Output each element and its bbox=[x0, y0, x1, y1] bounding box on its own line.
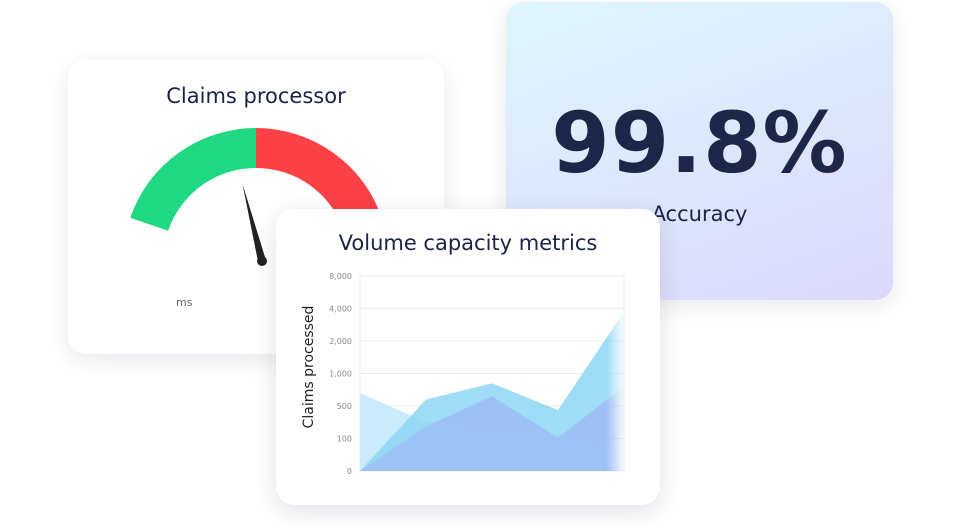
y-tick-label: 4,000 bbox=[329, 305, 352, 314]
gauge-good-segment bbox=[130, 128, 256, 231]
y-tick-label: 0 bbox=[347, 467, 352, 476]
accuracy-label: Accuracy bbox=[651, 202, 748, 226]
gauge-title: Claims processor bbox=[166, 84, 346, 108]
claims-processor-card: Claims processor ms bbox=[68, 60, 444, 354]
area-chart: 0 100 500 1,000 2,000 4,000 8,000 Claims proce… bbox=[301, 272, 625, 476]
y-tick-label: 2,000 bbox=[329, 337, 352, 346]
gauge-bad-segment bbox=[256, 128, 382, 231]
gauge-unit-label: ms bbox=[176, 296, 193, 309]
chart-title: Volume capacity metrics bbox=[338, 231, 598, 255]
gauge-needle bbox=[242, 183, 267, 266]
gauge bbox=[130, 128, 382, 266]
y-tick-label: 100 bbox=[337, 435, 352, 444]
y-axis-label: Claims processed bbox=[301, 306, 317, 429]
y-tick-label: 1,000 bbox=[329, 370, 352, 379]
y-tick-label: 8,000 bbox=[329, 272, 352, 281]
volume-chart-card: Volume capacity metrics 0 100 500 1,000 2,00… bbox=[276, 209, 660, 505]
area-series-2 bbox=[360, 386, 624, 471]
y-tick-label: 500 bbox=[337, 402, 352, 411]
accuracy-value: 99.8% bbox=[551, 94, 848, 192]
